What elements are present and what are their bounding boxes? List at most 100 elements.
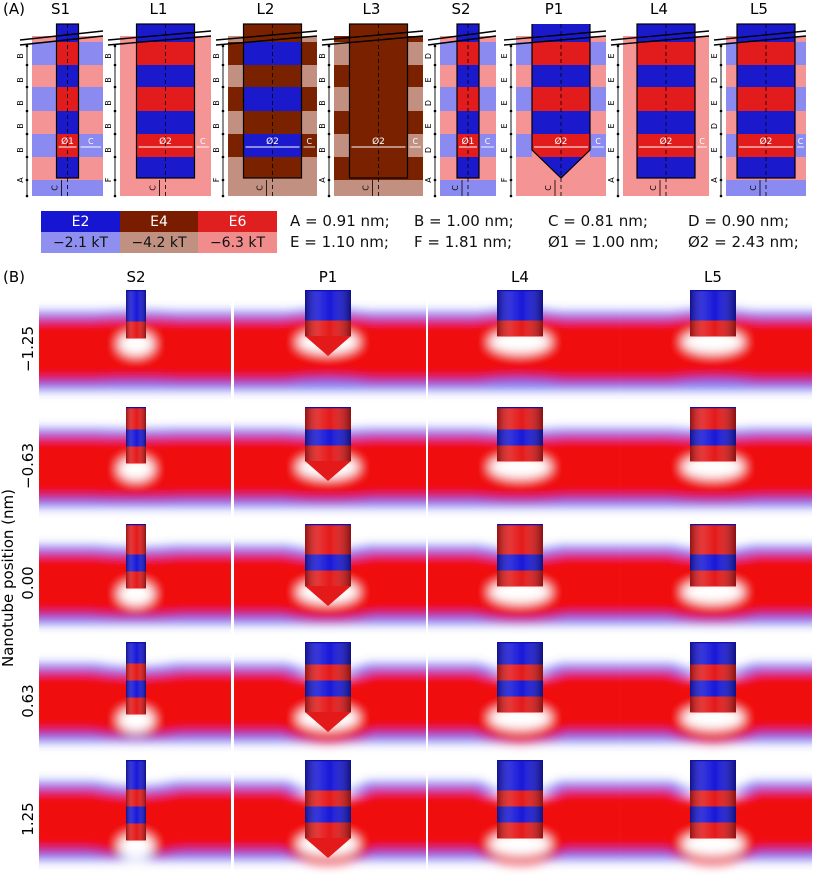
nanotube xyxy=(126,407,146,464)
lower-blue-band xyxy=(620,613,812,624)
tube-shading xyxy=(690,290,736,336)
legend-energy-e4: −4.2 kT xyxy=(119,232,199,253)
heatmap-cell xyxy=(620,290,812,408)
panel-a-diagrams: S1 B B B B B A Ø1 C C L1 B B B B B F Ø2 C C L2 B B B B B F Ø2 C C L3 B B… xyxy=(16,0,807,198)
nanotube xyxy=(690,524,736,587)
ruler-tick xyxy=(616,178,620,182)
heatmap-cell xyxy=(234,642,426,760)
segment-letter: E xyxy=(607,100,616,105)
lower-blue-band xyxy=(620,849,812,861)
ruler-tick xyxy=(719,44,723,48)
tube-shading xyxy=(497,760,543,838)
ruler-tick xyxy=(433,132,437,136)
cut-mark xyxy=(107,35,212,46)
tube-shading xyxy=(305,290,351,336)
segment-letter: D xyxy=(424,100,433,106)
nanotube xyxy=(305,524,351,606)
ruler-tick xyxy=(113,194,117,198)
column-header: L5 xyxy=(704,268,722,286)
segment-letter: E xyxy=(424,123,433,128)
lower-blue-band xyxy=(234,496,426,507)
diameter-label: Ø1 xyxy=(61,136,74,147)
ruler-tick xyxy=(25,178,29,182)
tube-shading xyxy=(690,407,736,461)
ruler-tick xyxy=(113,155,117,159)
density-field xyxy=(39,310,231,390)
ruler-tick xyxy=(509,178,513,182)
ruler-tick xyxy=(327,155,331,159)
heatmap-cell xyxy=(428,524,620,642)
segment-letter: B xyxy=(318,100,327,106)
tube-tip xyxy=(305,838,351,858)
ruler-tick xyxy=(221,178,225,182)
ruler-tick xyxy=(221,85,225,89)
gap-label: C xyxy=(200,137,206,146)
nanotube xyxy=(497,524,543,587)
bottom-label: C xyxy=(649,185,658,191)
ruler-tick xyxy=(25,63,29,67)
segment-letter: B xyxy=(318,77,327,83)
tube-shading xyxy=(690,760,736,838)
energy-legend: E2 −2.1 kT E4 −4.2 kT E6 −6.3 kT xyxy=(41,211,277,253)
tube-tip xyxy=(305,586,351,606)
segment-letter: D xyxy=(424,53,433,59)
gap-label: C xyxy=(306,137,312,146)
ruler-tick xyxy=(433,178,437,182)
ruler-tick xyxy=(221,63,225,67)
tube-shading xyxy=(497,290,543,336)
ruler-tick xyxy=(509,132,513,136)
segment-letter: E xyxy=(607,147,616,152)
segment-letter: E xyxy=(424,77,433,82)
ruler-tick xyxy=(25,132,29,136)
segment-letter: B xyxy=(16,147,25,153)
ruler-tick xyxy=(327,194,331,198)
diagram-title: L2 xyxy=(257,0,275,18)
tube-shading xyxy=(690,642,736,712)
diagram-title: L4 xyxy=(650,0,668,18)
diameter-label: Ø2 xyxy=(555,136,568,147)
segment-letter: B xyxy=(16,123,25,129)
lower-blue-band xyxy=(428,376,620,390)
ruler-tick xyxy=(113,109,117,113)
ruler-tick xyxy=(433,194,437,198)
ruler-tick xyxy=(221,194,225,198)
lower-blue-band xyxy=(234,613,426,624)
diagram-l4: L4 E E E E E A Ø2 C C xyxy=(607,0,710,198)
panel-a-label: (A) xyxy=(3,0,25,18)
heatmap-cell xyxy=(428,642,620,760)
column-header: P1 xyxy=(319,268,338,286)
nanotube xyxy=(690,407,736,462)
tube-band xyxy=(737,87,795,112)
tube-band xyxy=(136,87,195,112)
heatmap-cell xyxy=(39,760,231,878)
legend-energy-e6: −6.3 kT xyxy=(198,232,277,253)
ruler-tick xyxy=(719,132,723,136)
gap-label: C xyxy=(699,137,705,146)
row-label: 0.63 xyxy=(19,684,37,717)
segment-letter: E xyxy=(500,123,509,128)
nanotube xyxy=(126,524,146,589)
diagram-l1: L1 B B B B B F Ø2 C C xyxy=(104,0,212,198)
cut-mark xyxy=(610,30,710,41)
tube-shading xyxy=(497,642,543,712)
cut-mark xyxy=(321,30,424,41)
tube-shading xyxy=(126,642,146,714)
measure-d1: Ø1 = 1.00 nm; xyxy=(548,233,659,251)
lower-blue-band xyxy=(428,849,620,861)
measure-b: B = 1.00 nm; xyxy=(414,212,514,230)
tube-band xyxy=(637,87,695,112)
ruler-tick xyxy=(327,178,331,182)
bottom-label: C xyxy=(149,185,158,191)
row-label: −0.63 xyxy=(19,443,37,489)
ruler-tick xyxy=(433,63,437,67)
ruler-tick xyxy=(113,85,117,89)
diagram-s2: S2 D E D E D A Ø1 C C xyxy=(424,0,497,198)
cut-mark xyxy=(610,35,710,46)
lower-blue-band xyxy=(234,849,426,861)
nanotube xyxy=(497,407,543,462)
tube-shading xyxy=(305,524,351,586)
segment-letter: F xyxy=(500,177,509,182)
heatmap-cell xyxy=(39,290,231,408)
nanotube xyxy=(126,760,146,841)
nanotube xyxy=(305,760,351,858)
